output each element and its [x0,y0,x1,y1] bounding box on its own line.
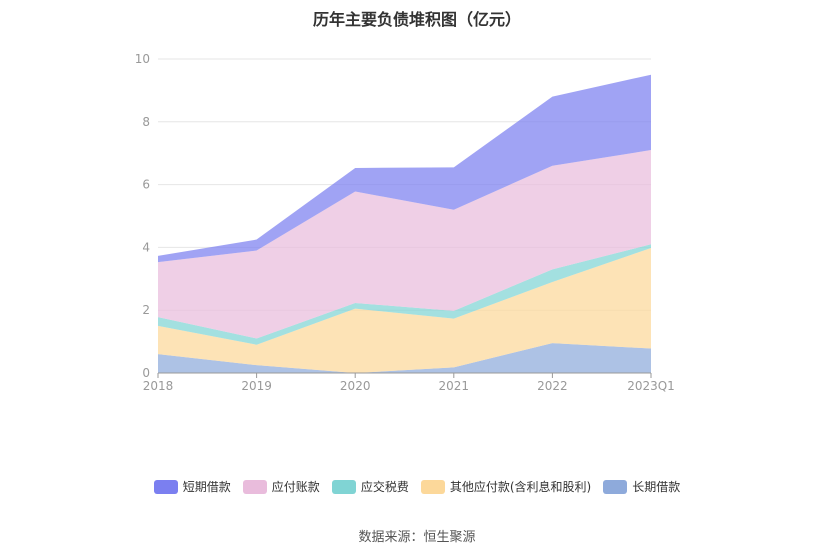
legend-label: 长期借款 [632,480,681,494]
legend-item[interactable]: 长期借款 [603,478,680,495]
legend-swatch [242,479,267,494]
x-tick-label: 2021 [439,379,470,393]
legend-label: 短期借款 [182,480,231,494]
x-tick-label: 2020 [340,379,371,393]
legend-swatch [153,479,178,494]
y-tick-label: 6 [142,178,150,192]
y-tick-label: 4 [142,240,150,254]
area-series [158,343,651,373]
legend-swatch [603,479,628,494]
stacked-area-chart: 0 2 4 6 8 10 2018 2019 2020 2021 2022 2023Q1 [135,52,675,393]
legend-item[interactable]: 应交税费 [331,478,409,495]
legend-swatch [420,479,445,494]
chart-legend: 短期借款 应付账款 应交税费 其他应付款(含利息和股利) 长期借款 [0,478,834,495]
area-series-layer [158,74,651,373]
x-tick-label: 2018 [143,379,174,393]
legend-swatch [331,479,356,494]
x-tick-label: 2019 [241,379,272,393]
y-tick-label: 10 [135,52,150,66]
y-tick-label: 0 [142,366,150,380]
area-series [158,248,651,373]
x-tick-label: 2022 [537,379,568,393]
axes: 0 2 4 6 8 10 2018 2019 2020 2021 2022 2023Q1 [135,52,675,393]
legend-item[interactable]: 应付账款 [242,478,320,495]
chart-title: 历年主要负债堆积图（亿元） [312,10,521,29]
y-tick-label: 8 [142,115,150,129]
area-series [158,150,651,339]
legend-label: 其他应付款(含利息和股利) [449,480,592,494]
area-series [158,74,651,263]
legend-label: 应交税费 [360,480,409,494]
x-tick-label: 2023Q1 [627,379,675,393]
legend-item[interactable]: 其他应付款(含利息和股利) [420,478,592,495]
data-source-note: 数据来源：恒生聚源 [358,530,476,545]
legend-label: 应付账款 [271,480,320,494]
y-tick-label: 2 [142,303,150,317]
legend-item[interactable]: 短期借款 [153,478,231,495]
area-series [158,244,651,345]
